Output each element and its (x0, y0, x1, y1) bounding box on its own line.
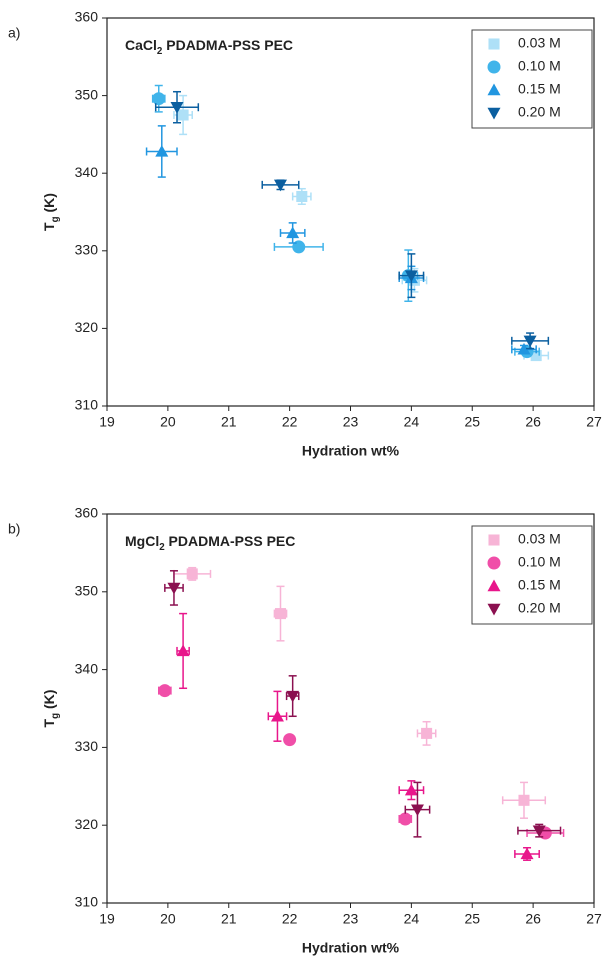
x-tick-label: 23 (343, 911, 359, 927)
legend-label: 0.10 M (518, 554, 561, 570)
y-tick-label: 350 (75, 86, 99, 102)
marker (158, 684, 172, 698)
y-axis-label-part: T (41, 718, 57, 727)
marker (517, 342, 531, 355)
marker (487, 556, 501, 570)
marker (532, 825, 546, 838)
chart-title: CaCl2 PDADMA-PSS PEC (125, 37, 293, 57)
marker (421, 727, 433, 739)
x-tick-label: 21 (221, 911, 237, 927)
chart-title-part: MgCl (125, 533, 159, 549)
y-axis-label: Tg (K) (41, 690, 61, 728)
x-tick-label: 26 (525, 911, 541, 927)
marker (155, 144, 169, 157)
y-tick-label: 320 (75, 816, 99, 832)
marker (518, 794, 530, 806)
marker (283, 733, 297, 747)
marker (286, 690, 300, 703)
y-tick-label: 330 (75, 738, 99, 754)
x-tick-label: 25 (464, 414, 480, 430)
chart-title-part: 2 (159, 542, 165, 553)
chart-title: MgCl2 PDADMA-PSS PEC (125, 533, 295, 553)
legend-label: 0.20 M (518, 104, 561, 120)
y-axis-label-part: g (50, 216, 61, 222)
y-axis-label-part: T (41, 222, 57, 231)
y-tick-label: 340 (75, 660, 99, 676)
marker (404, 270, 418, 283)
x-tick-label: 21 (221, 414, 237, 430)
x-tick-label: 24 (404, 414, 420, 430)
y-tick-label: 310 (75, 397, 99, 413)
x-axis-label: Hydration wt% (302, 940, 400, 956)
marker (398, 812, 412, 826)
y-tick-label: 330 (75, 242, 99, 258)
legend-label: 0.10 M (518, 58, 561, 74)
x-tick-label: 20 (160, 911, 176, 927)
x-tick-label: 19 (99, 911, 115, 927)
x-tick-label: 27 (586, 414, 602, 430)
marker (487, 579, 501, 592)
y-tick-label: 350 (75, 583, 99, 599)
marker (404, 783, 418, 796)
x-tick-label: 26 (525, 414, 541, 430)
marker (286, 226, 300, 239)
chart-title-part: 2 (157, 46, 163, 57)
chart-title-part: PDADMA-PSS PEC (165, 533, 296, 549)
y-tick-label: 320 (75, 319, 99, 335)
x-tick-label: 25 (464, 911, 480, 927)
marker (488, 38, 500, 50)
y-tick-label: 360 (75, 505, 99, 521)
panel-label: a) (8, 25, 20, 41)
chart-title-part: PDADMA-PSS PEC (162, 37, 293, 53)
marker (186, 568, 198, 580)
x-tick-label: 27 (586, 911, 602, 927)
y-axis-label-part: (K) (41, 690, 57, 713)
y-tick-label: 310 (75, 894, 99, 910)
legend-label: 0.03 M (518, 35, 561, 51)
legend-label: 0.15 M (518, 577, 561, 593)
marker (170, 102, 184, 114)
chart-title-part: CaCl (125, 37, 157, 53)
marker (520, 847, 534, 860)
x-axis-label: Hydration wt% (302, 443, 400, 459)
y-axis-label-part: (K) (41, 193, 57, 216)
panel-label: b) (8, 521, 20, 537)
legend-label: 0.03 M (518, 531, 561, 547)
marker (487, 83, 501, 96)
marker (177, 109, 189, 121)
legend-label: 0.15 M (518, 81, 561, 97)
marker (296, 190, 308, 203)
marker (487, 60, 501, 74)
x-tick-label: 19 (99, 414, 115, 430)
y-tick-label: 360 (75, 9, 99, 25)
marker (274, 608, 287, 620)
legend-label: 0.20 M (518, 600, 561, 616)
marker (152, 92, 166, 106)
y-axis-label: Tg (K) (41, 193, 61, 231)
y-axis-label-part: g (50, 713, 61, 719)
marker (270, 709, 284, 722)
x-tick-label: 23 (343, 414, 359, 430)
x-tick-label: 22 (282, 414, 298, 430)
marker (487, 603, 501, 616)
marker (523, 335, 537, 348)
marker (410, 804, 424, 817)
marker (167, 582, 181, 595)
marker (487, 107, 501, 120)
marker (488, 534, 500, 546)
x-tick-label: 22 (282, 911, 298, 927)
x-tick-label: 24 (404, 911, 420, 927)
x-tick-label: 20 (160, 414, 176, 430)
marker (530, 350, 542, 362)
y-tick-label: 340 (75, 164, 99, 180)
marker (176, 644, 190, 657)
marker (273, 179, 287, 192)
